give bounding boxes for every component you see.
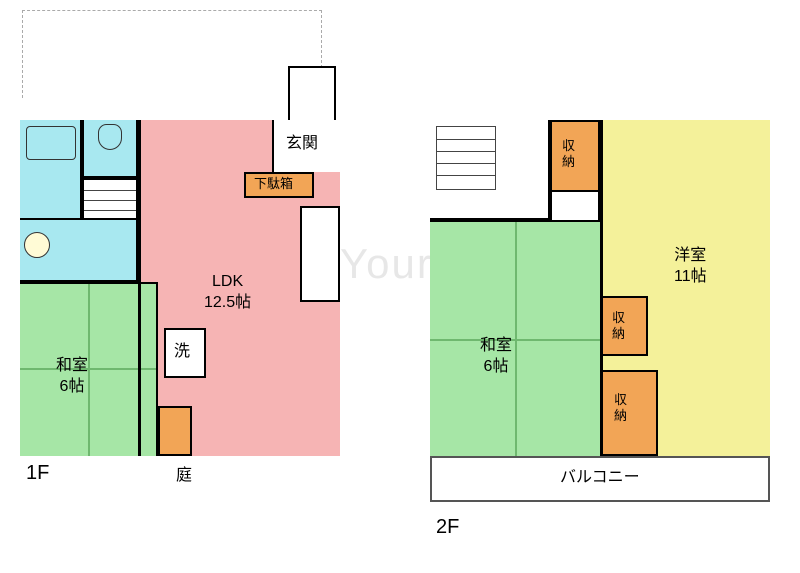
toilet-fixture <box>98 124 122 150</box>
getabako-label: 下駄箱 <box>254 176 293 192</box>
yoshitsu-label: 洋室 11帖 <box>674 246 707 288</box>
kitchen-counter <box>300 206 340 302</box>
divider-2f <box>600 120 603 456</box>
ldk-name: LDK <box>212 273 243 290</box>
label-2f: 2F <box>436 516 459 539</box>
hall-gap <box>550 192 600 220</box>
sink-fixture <box>24 232 50 258</box>
storage1-label: 収納 <box>562 138 575 169</box>
bathtub <box>26 126 76 160</box>
dashed-outline <box>22 10 322 98</box>
floorplan-canvas: Your Group LDK 12.5帖 玄関 下駄箱 <box>0 0 800 573</box>
washitsu1-name: 和室 <box>56 357 88 374</box>
balcony-label: バルコニー <box>560 468 640 489</box>
garden-label: 庭 <box>176 466 192 487</box>
floor-2f: 洋室 11帖 収納 和室 6帖 収納 <box>430 96 770 476</box>
label-1f: 1F <box>26 462 49 485</box>
yoshitsu-name: 洋室 <box>674 247 706 264</box>
genkan-label: 玄関 <box>286 134 318 155</box>
room-washitsu-2f <box>430 220 600 456</box>
floor-1f: LDK 12.5帖 玄関 下駄箱 <box>20 96 340 456</box>
ldk-size: 12.5帖 <box>204 294 251 311</box>
storage2-label: 収納 <box>612 310 625 341</box>
washitsu2-label: 和室 6帖 <box>480 336 512 378</box>
stairs-2f <box>436 126 496 190</box>
closet-1f <box>158 406 192 456</box>
ldk-label: LDK 12.5帖 <box>204 272 251 314</box>
porch-1f <box>288 66 336 122</box>
laundry-label: 洗 <box>174 342 190 363</box>
washitsu1-size: 6帖 <box>60 378 85 395</box>
divider-1f <box>138 120 141 456</box>
storage3-label: 収納 <box>614 392 627 423</box>
yoshitsu-size: 11帖 <box>674 268 707 285</box>
washitsu1-label: 和室 6帖 <box>56 356 88 398</box>
washitsu2-name: 和室 <box>480 337 512 354</box>
washitsu2-size: 6帖 <box>484 358 509 375</box>
storage-bottom <box>600 370 658 456</box>
